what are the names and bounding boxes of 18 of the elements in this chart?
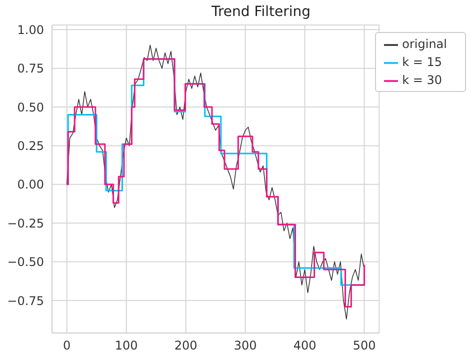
y-tick-label: 0.75 xyxy=(17,62,44,76)
legend-label: k = 15 xyxy=(402,55,442,69)
y-tick-label: 1.00 xyxy=(17,22,44,37)
y-tick-label: 0.00 xyxy=(17,178,44,192)
chart-title: Trend Filtering xyxy=(210,4,312,20)
x-tick-label: 300 xyxy=(234,338,257,353)
y-tick-label: 0.50 xyxy=(17,100,44,114)
x-tick-label: 400 xyxy=(293,338,316,353)
y-tick-label: −0.75 xyxy=(7,294,44,308)
y-tick-label: 0.25 xyxy=(17,138,44,153)
legend-label: original xyxy=(402,37,447,51)
y-tick-label: −0.50 xyxy=(7,255,44,270)
x-tick-label: 100 xyxy=(114,338,138,353)
x-tick-label: 200 xyxy=(174,338,198,353)
x-tick-label: 0 xyxy=(63,338,71,353)
x-tick-label: 500 xyxy=(352,338,376,353)
legend-label: k = 30 xyxy=(402,73,442,87)
y-tick-label: −0.25 xyxy=(7,216,44,230)
